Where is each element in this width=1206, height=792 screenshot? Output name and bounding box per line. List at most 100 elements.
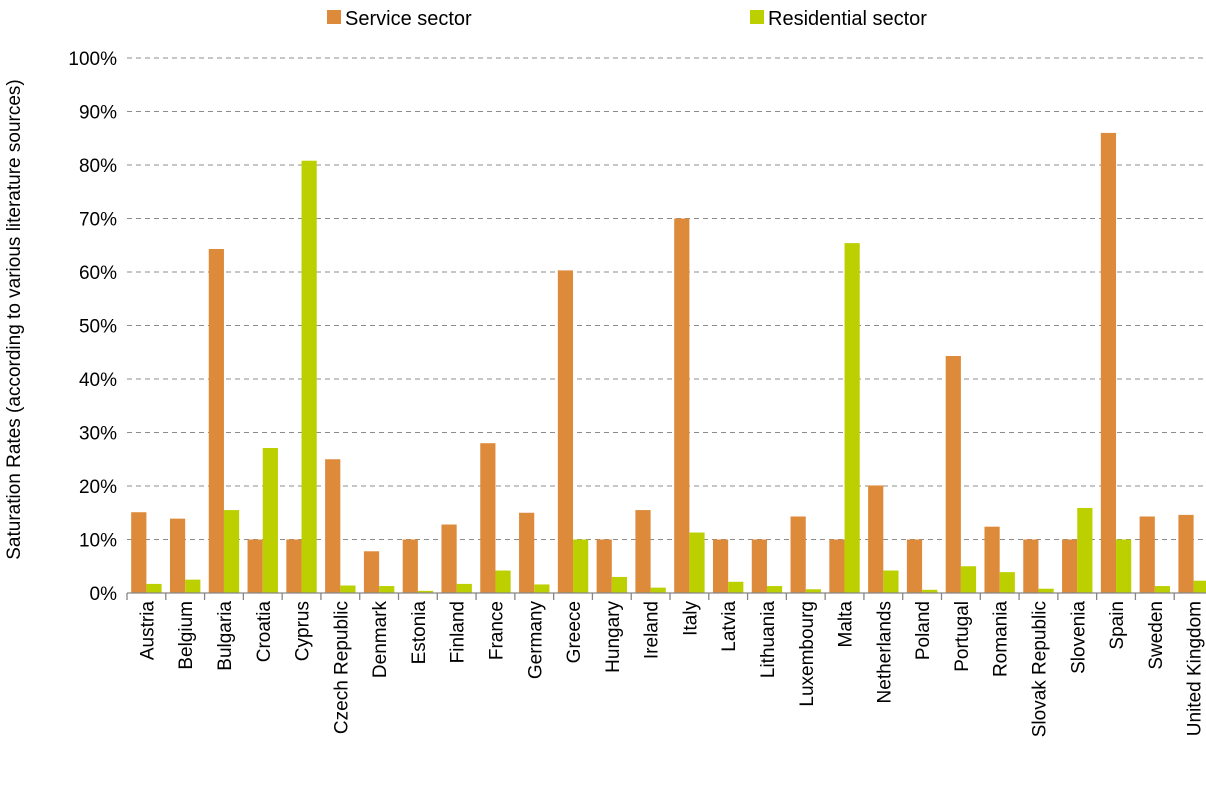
x-tick-label: Lithuania xyxy=(758,601,779,679)
bar-service-austria xyxy=(131,512,147,593)
bar-service-czech-republic xyxy=(325,459,341,593)
bar-service-greece xyxy=(557,270,574,593)
y-tick-label: 10% xyxy=(79,531,117,552)
x-tick-label: Estonia xyxy=(409,601,430,665)
y-axis-ticks: 0% 10% 20% 30% 40% 50% 60% 70% 80% 90% 100% xyxy=(68,49,117,605)
legend-label-residential: Residential sector xyxy=(768,8,927,30)
bar-residential-ireland xyxy=(650,587,666,593)
bar-residential-spain xyxy=(1116,539,1132,593)
y-tick-label: 90% xyxy=(79,103,117,124)
bar-residential-poland xyxy=(922,589,938,593)
bar-service-germany xyxy=(519,512,535,593)
bar-residential-czech-republic xyxy=(340,585,356,593)
bar-residential-hungary xyxy=(611,576,628,593)
bar-service-croatia xyxy=(247,539,263,593)
legend-label-service: Service sector xyxy=(345,8,472,30)
x-tick-label: Sweden xyxy=(1146,601,1167,670)
x-tick-label: Italy xyxy=(680,601,701,636)
legend-swatch-residential xyxy=(750,10,764,24)
bar-residential-united-kingdom xyxy=(1193,580,1206,593)
bar-service-romania xyxy=(984,526,1000,593)
bar-service-slovak-republic xyxy=(1023,539,1039,593)
bar-residential-belgium xyxy=(185,579,201,593)
y-tick-label: 80% xyxy=(79,156,117,177)
y-tick-label: 0% xyxy=(90,584,118,605)
bar-residential-latvia xyxy=(728,581,744,593)
bar-residential-germany xyxy=(534,584,550,593)
bar-residential-luxembourg xyxy=(805,589,821,593)
x-axis-labels: Austria Belgium Bulgaria Croatia Cyprus Czech… xyxy=(137,601,1205,738)
x-tick-label: Poland xyxy=(913,601,934,660)
bar-residential-greece xyxy=(573,539,589,593)
x-tick-label: Slovak Republic xyxy=(1029,601,1050,737)
x-tick-label: Czech Republic xyxy=(331,601,352,734)
x-tick-label: Portugal xyxy=(952,601,973,672)
x-tick-label: Greece xyxy=(564,601,585,663)
bar-residential-croatia xyxy=(262,448,278,593)
x-tick-label: Latvia xyxy=(719,601,740,652)
bar-service-ireland xyxy=(635,510,651,593)
bar-service-cyprus xyxy=(286,539,302,593)
bar-service-luxembourg xyxy=(790,516,806,593)
bar-service-spain xyxy=(1100,132,1117,593)
x-tick-label: Croatia xyxy=(254,601,275,663)
bar-service-lithuania xyxy=(751,539,767,593)
bar-residential-romania xyxy=(999,572,1015,593)
legend-swatch-service xyxy=(327,10,341,24)
x-tick-label: Netherlands xyxy=(874,601,895,703)
bar-residential-austria xyxy=(146,583,162,593)
y-tick-label: 60% xyxy=(79,263,117,284)
bar-service-finland xyxy=(441,524,457,593)
bar-service-france xyxy=(480,443,496,593)
bar-residential-france xyxy=(495,570,511,593)
bar-residential-estonia xyxy=(417,590,434,593)
bar-service-netherlands xyxy=(868,485,884,593)
x-axis xyxy=(126,592,1206,600)
bar-residential-cyprus xyxy=(301,160,317,593)
bar-residential-italy xyxy=(689,532,705,593)
y-axis-title: Saturation Rates (according to various l… xyxy=(4,79,25,560)
bar-residential-denmark xyxy=(379,586,395,593)
bar-residential-slovenia xyxy=(1077,507,1093,593)
x-tick-label: Hungary xyxy=(603,601,624,673)
x-tick-label: Luxembourg xyxy=(797,601,818,707)
x-tick-label: France xyxy=(486,601,507,660)
bars xyxy=(131,132,1206,594)
x-tick-label: Slovenia xyxy=(1068,601,1089,674)
x-tick-label: Romania xyxy=(991,601,1012,677)
bar-service-slovenia xyxy=(1062,539,1078,593)
bar-service-sweden xyxy=(1139,516,1155,593)
bar-residential-portugal xyxy=(960,566,977,593)
x-tick-label: United Kingdom xyxy=(1185,601,1206,736)
y-tick-label: 100% xyxy=(68,49,117,70)
bar-residential-bulgaria xyxy=(223,510,240,593)
bar-service-belgium xyxy=(169,518,186,593)
x-tick-label: Germany xyxy=(525,601,546,680)
x-tick-label: Denmark xyxy=(370,601,391,679)
bar-residential-netherlands xyxy=(883,570,899,593)
bar-service-estonia xyxy=(402,539,418,593)
bar-service-poland xyxy=(906,539,923,593)
y-tick-label: 40% xyxy=(79,370,117,391)
bar-service-denmark xyxy=(363,551,380,593)
y-tick-label: 70% xyxy=(79,210,117,231)
bar-service-italy xyxy=(674,218,690,593)
bar-service-portugal xyxy=(945,355,961,593)
x-tick-label: Cyprus xyxy=(293,601,314,661)
x-tick-label: Bulgaria xyxy=(215,601,236,671)
x-tick-label: Belgium xyxy=(176,601,197,670)
legend: Service sector Residential sector xyxy=(327,8,927,30)
y-tick-label: 30% xyxy=(79,424,117,445)
bar-service-united-kingdom xyxy=(1178,514,1194,593)
bar-service-latvia xyxy=(712,539,729,593)
x-tick-label: Spain xyxy=(1107,601,1128,650)
y-tick-label: 20% xyxy=(79,477,117,498)
gridlines xyxy=(127,57,1206,540)
y-tick-label: 50% xyxy=(79,317,117,338)
bar-service-bulgaria xyxy=(208,248,224,593)
bar-service-malta xyxy=(829,539,845,593)
x-tick-label: Austria xyxy=(137,601,158,661)
bar-residential-lithuania xyxy=(766,586,783,593)
bar-residential-slovak-republic xyxy=(1038,588,1054,593)
